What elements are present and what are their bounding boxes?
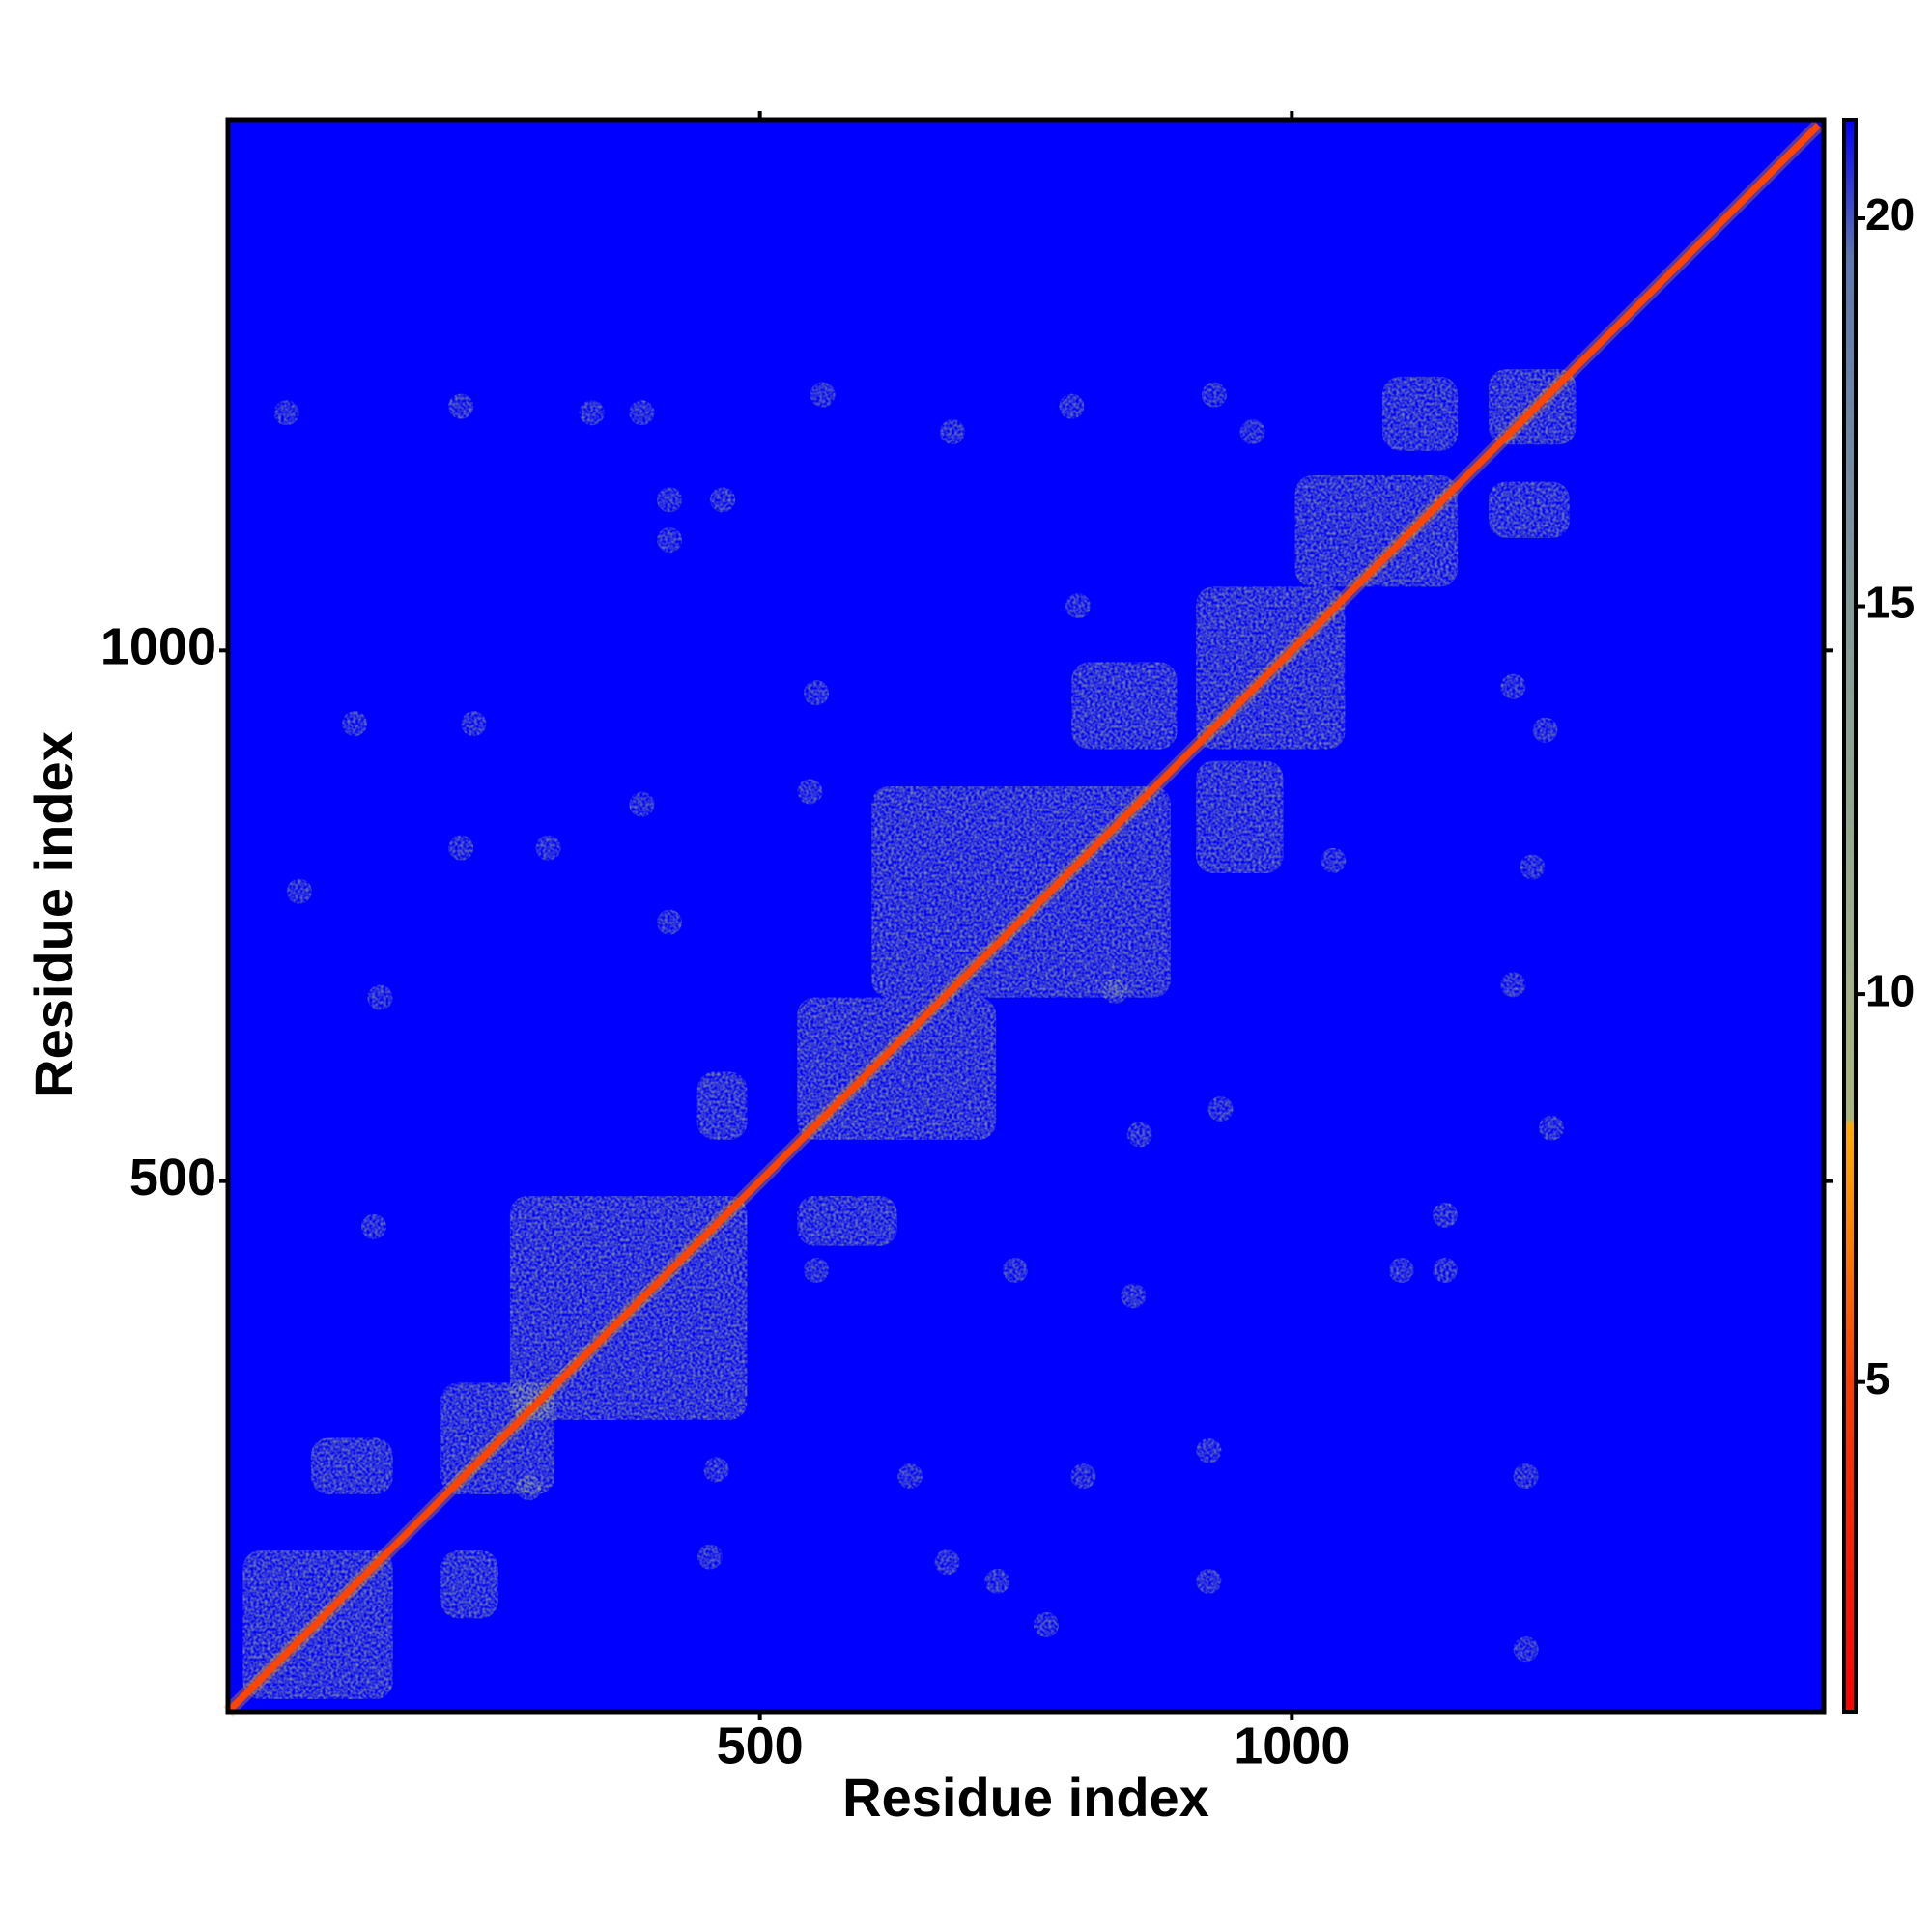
contact-region <box>696 1071 748 1140</box>
contact-spot <box>657 909 683 935</box>
contact-spot <box>286 878 312 904</box>
contact-spot <box>448 835 474 861</box>
contact-spot <box>1102 979 1128 1005</box>
y-tick-label: 1000 <box>100 618 216 676</box>
contact-spot <box>1033 1611 1059 1637</box>
x-tick-label: 1000 <box>1234 1717 1350 1775</box>
contact-spot <box>1121 1283 1147 1309</box>
colorbar-tick-label: 10 <box>1865 965 1915 1015</box>
contact-spot <box>579 400 605 426</box>
colorbar <box>1842 118 1858 1714</box>
contact-spot <box>448 393 474 419</box>
contact-region <box>310 1437 393 1494</box>
contact-spot <box>1513 1463 1539 1490</box>
contact-spot <box>657 527 683 554</box>
heatmap <box>223 120 1824 1717</box>
diagonal-halo <box>223 120 1824 1717</box>
colorbar-tick-label: 5 <box>1865 1353 1890 1404</box>
contact-spot <box>797 779 823 805</box>
contact-region <box>797 997 997 1140</box>
contact-region <box>440 1550 498 1619</box>
contact-spot <box>1059 393 1085 419</box>
contact-spot <box>934 1549 960 1576</box>
y-tick-label: 500 <box>129 1149 216 1207</box>
contact-spot <box>1539 1115 1565 1141</box>
contact-spot <box>896 1463 923 1490</box>
contact-spot <box>1432 1202 1458 1228</box>
contact-spot <box>804 1257 830 1283</box>
y-axis-title: Residue index <box>23 731 84 1098</box>
contact-spot <box>1239 419 1265 445</box>
contact-spot <box>1002 1257 1028 1283</box>
contact-region <box>1489 481 1570 538</box>
diagonal <box>225 123 1821 1715</box>
contact-spot <box>703 1457 729 1483</box>
contact-spot <box>1432 1257 1458 1283</box>
contact-spot <box>1065 593 1091 619</box>
contact-spot <box>1196 1568 1222 1594</box>
contact-spot <box>1196 1437 1222 1463</box>
contact-spot <box>657 487 683 513</box>
contact-region <box>871 785 1171 998</box>
contact-spot <box>810 382 836 408</box>
contact-spot <box>1388 1257 1414 1283</box>
contact-spot <box>367 984 393 1010</box>
x-tick-label: 500 <box>717 1717 804 1775</box>
contact-spot <box>984 1568 1010 1594</box>
contact-spot <box>940 419 966 445</box>
contact-spot <box>804 680 830 706</box>
contact-spot <box>710 487 736 513</box>
contact-spot <box>1208 1095 1234 1122</box>
contact-spot <box>1532 717 1558 743</box>
colorbar-tick-label: 20 <box>1865 189 1915 240</box>
contact-spot <box>1070 1463 1096 1490</box>
contact-spot <box>1126 1122 1152 1148</box>
x-axis-title: Residue index <box>842 1767 1209 1828</box>
contact-spot <box>1500 673 1526 699</box>
colorbar-tick-label: 15 <box>1865 578 1915 628</box>
contact-spot <box>629 791 655 817</box>
contact-spot <box>516 1475 542 1501</box>
plot-frame <box>225 117 1827 1715</box>
contact-spot <box>1513 1636 1539 1662</box>
contact-region <box>1071 662 1178 750</box>
contact-spot <box>273 400 299 426</box>
contact-spot <box>342 711 368 737</box>
contact-spot <box>629 400 655 426</box>
contact-region <box>1196 760 1284 874</box>
contact-spot <box>1201 382 1227 408</box>
contact-spot <box>1500 972 1526 998</box>
contact-spot <box>360 1213 386 1239</box>
contact-spot <box>535 835 561 861</box>
contact-region <box>797 1196 897 1246</box>
contact-spot <box>696 1544 723 1570</box>
contact-spot <box>1321 847 1347 873</box>
contact-region <box>1294 475 1459 587</box>
contact-region <box>1381 376 1459 451</box>
contact-spot <box>461 711 487 737</box>
contact-spot <box>1520 854 1546 880</box>
